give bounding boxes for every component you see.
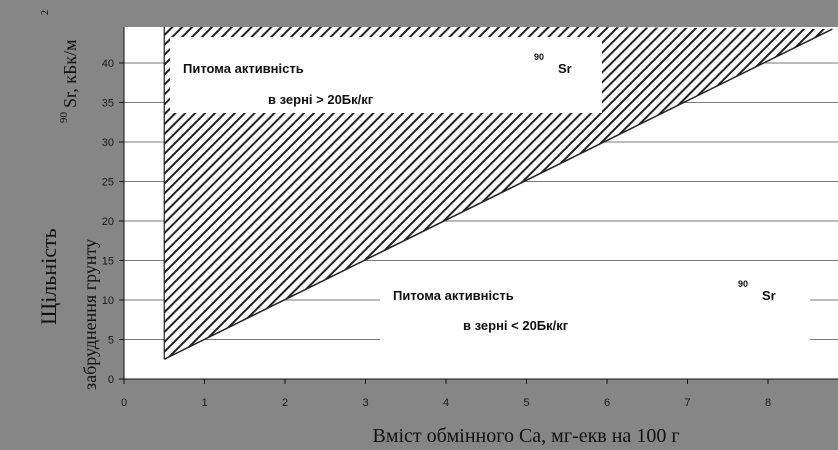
- annotation-lower-iso: Sr: [762, 288, 776, 303]
- y-axis-title-exp: 2: [40, 10, 51, 15]
- x-tick-label: 4: [443, 397, 449, 409]
- annotation-lower-sup: 90: [738, 279, 748, 289]
- axes: [123, 27, 838, 380]
- y-axis-title-line2: забруднення грунту: [80, 239, 100, 390]
- y-tick-label: 20: [102, 216, 114, 228]
- annotation-lower-line1: Питома активність: [393, 288, 514, 303]
- y-axis-title-sup: 90: [58, 112, 70, 124]
- x-tick-label: 3: [362, 397, 368, 409]
- lower-label-box: [380, 280, 810, 340]
- annotation-boxes: [170, 37, 810, 340]
- x-tick-label: 7: [684, 397, 690, 409]
- y-tick-label: 5: [108, 335, 114, 347]
- y-tick-label: 0: [108, 374, 114, 386]
- annotation-upper-line1: Питома активність: [183, 61, 304, 76]
- x-axis-title: Вміст обмінного Са, мг-екв на 100 г: [372, 425, 679, 447]
- y-tick-label: 10: [102, 295, 114, 307]
- y-tick-labels: 0 5 10 15 20 25 30 35 40: [102, 58, 124, 386]
- x-tick-label: 6: [604, 397, 610, 409]
- y-tick-label: 25: [102, 177, 114, 189]
- annotation-lower-line2: в зерні < 20Бк/кг: [463, 318, 569, 333]
- annotation-upper-iso: Sr: [558, 61, 572, 76]
- x-tick-label: 5: [523, 397, 529, 409]
- annotation-upper-line2: в зерні > 20Бк/кг: [268, 92, 374, 107]
- x-tick-label: 8: [765, 397, 771, 409]
- x-tick-label: 0: [121, 397, 127, 409]
- x-tick-label: 1: [201, 397, 207, 409]
- boundary-line: [163, 28, 833, 360]
- y-tick-label: 30: [102, 137, 114, 149]
- y-tick-label: 35: [102, 98, 114, 110]
- y-axis-title-unit: Sr, кБк/м: [60, 39, 80, 108]
- upper-label-box: [170, 37, 602, 113]
- annotation-upper-sup: 90: [534, 52, 544, 62]
- x-tick-label: 2: [282, 397, 288, 409]
- y-tick-label: 15: [102, 256, 114, 268]
- x-tick-labels: 0 1 2 3 4 5 6 7 8: [121, 379, 771, 409]
- y-axis-title-line1: Щільність: [36, 228, 61, 325]
- y-tick-label: 40: [102, 58, 114, 70]
